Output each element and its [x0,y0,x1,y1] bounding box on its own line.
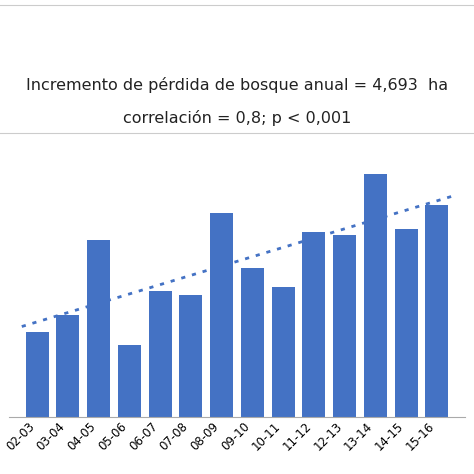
Bar [302,232,325,417]
Bar [26,332,49,417]
Bar [210,213,233,417]
Bar [179,294,202,417]
Bar [333,235,356,417]
Bar [149,292,172,417]
Text: Incremento de pérdida de bosque anual = 4,693  ha: Incremento de pérdida de bosque anual = … [26,77,448,93]
Bar [394,228,418,417]
Bar [87,239,110,417]
Bar [56,315,80,417]
Bar [364,173,387,417]
Bar [425,205,448,417]
Text: correlación = 0,8; p < 0,001: correlación = 0,8; p < 0,001 [123,110,351,127]
Bar [241,268,264,417]
Bar [272,287,295,417]
Bar [118,345,141,417]
